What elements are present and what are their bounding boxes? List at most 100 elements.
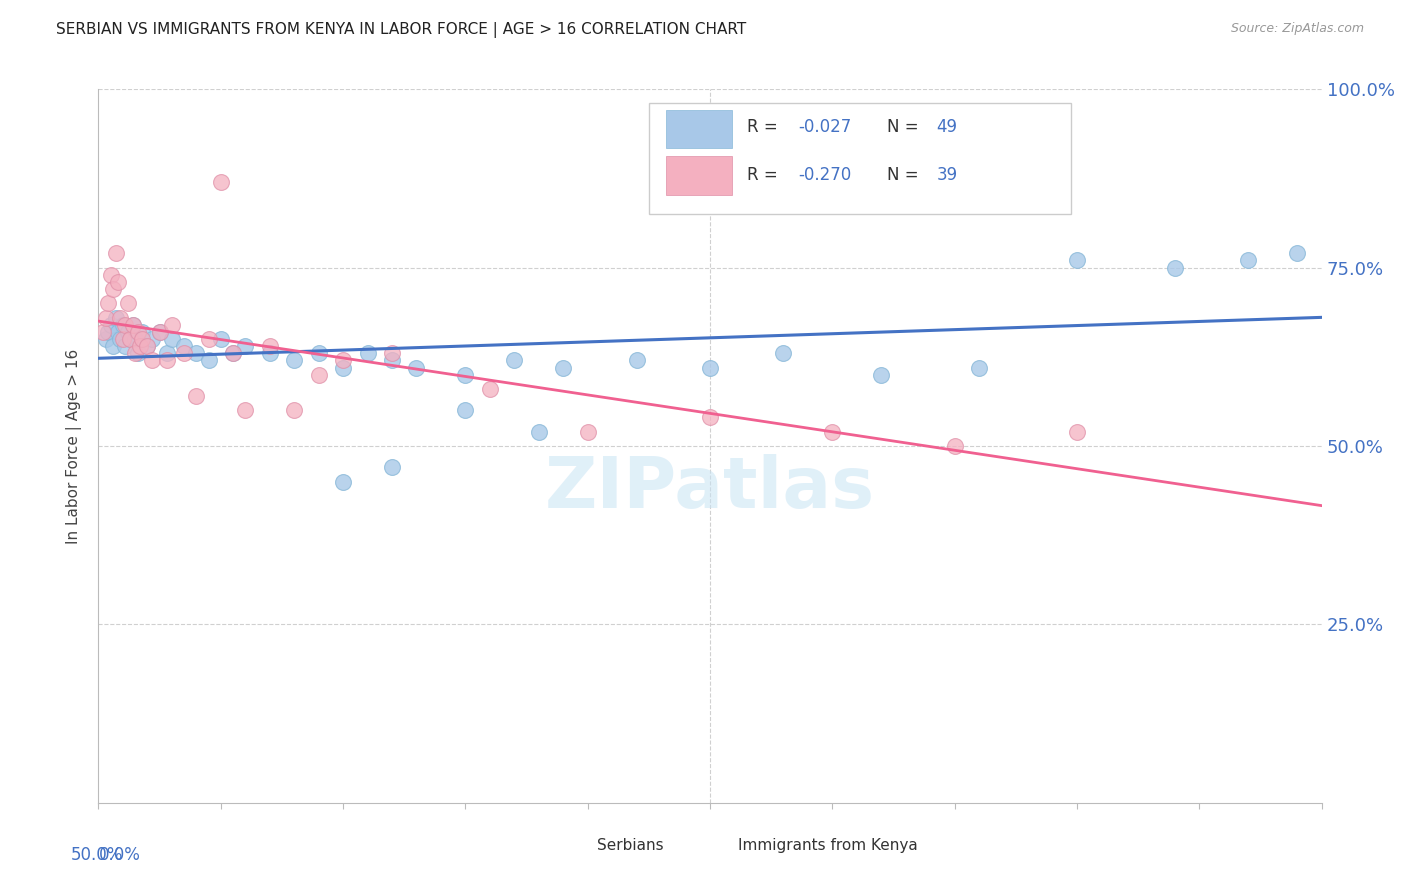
Point [186, 389, 208, 403]
Point [173, 339, 195, 353]
Point [107, 325, 129, 339]
Point [149, 325, 172, 339]
Point [107, 275, 129, 289]
Point [356, 346, 378, 360]
Point [283, 403, 305, 417]
Point [699, 360, 721, 375]
Point [131, 325, 153, 339]
Point [94, 332, 117, 346]
Point [197, 332, 219, 346]
Point [136, 339, 159, 353]
Text: R =: R = [747, 166, 783, 184]
Point [141, 332, 163, 346]
Point [1237, 253, 1260, 268]
Text: 49: 49 [936, 118, 957, 136]
Point [259, 346, 281, 360]
Point [332, 360, 354, 375]
Point [117, 325, 139, 339]
Point [1164, 260, 1187, 275]
Point [111, 318, 134, 332]
Point [332, 475, 354, 489]
Point [120, 332, 142, 346]
Text: Source: ZipAtlas.com: Source: ZipAtlas.com [1230, 22, 1364, 36]
Point [136, 339, 159, 353]
Point [100, 268, 122, 282]
Point [129, 339, 152, 353]
Point [332, 353, 354, 368]
Point [127, 325, 149, 339]
Point [97, 296, 120, 310]
Point [101, 339, 124, 353]
FancyBboxPatch shape [650, 103, 1071, 214]
Point [104, 310, 127, 325]
Point [308, 346, 330, 360]
Text: -0.270: -0.270 [799, 166, 852, 184]
Point [1066, 425, 1088, 439]
Point [1066, 253, 1088, 268]
Point [308, 368, 330, 382]
Point [131, 332, 153, 346]
Point [121, 318, 143, 332]
Y-axis label: In Labor Force | Age > 16: In Labor Force | Age > 16 [66, 349, 83, 543]
Point [454, 368, 477, 382]
Point [127, 346, 149, 360]
FancyBboxPatch shape [561, 833, 592, 858]
Point [156, 353, 179, 368]
Point [772, 346, 794, 360]
Point [100, 318, 122, 332]
Point [576, 425, 599, 439]
Point [503, 353, 526, 368]
Text: N =: N = [887, 118, 924, 136]
Point [104, 246, 127, 260]
Point [259, 339, 281, 353]
Text: N =: N = [887, 166, 924, 184]
Point [124, 332, 146, 346]
Point [91, 325, 114, 339]
Point [121, 318, 143, 332]
Text: ZIPatlas: ZIPatlas [546, 454, 875, 524]
Text: Serbians: Serbians [598, 838, 664, 853]
Point [478, 382, 501, 396]
Point [381, 346, 404, 360]
Point [160, 332, 183, 346]
Point [222, 346, 245, 360]
Point [160, 318, 183, 332]
Point [553, 360, 575, 375]
Point [454, 403, 477, 417]
Point [405, 360, 427, 375]
Point [209, 332, 232, 346]
FancyBboxPatch shape [666, 110, 733, 148]
Text: R =: R = [747, 118, 783, 136]
Point [124, 346, 146, 360]
Point [233, 403, 256, 417]
Point [149, 325, 172, 339]
Point [283, 353, 305, 368]
Point [114, 339, 136, 353]
Point [120, 332, 142, 346]
Point [233, 339, 256, 353]
Point [101, 282, 124, 296]
Point [870, 368, 893, 382]
Point [110, 332, 132, 346]
Point [527, 425, 550, 439]
Text: SERBIAN VS IMMIGRANTS FROM KENYA IN LABOR FORCE | AGE > 16 CORRELATION CHART: SERBIAN VS IMMIGRANTS FROM KENYA IN LABO… [56, 22, 747, 38]
Point [381, 460, 404, 475]
Text: 39: 39 [936, 166, 957, 184]
Point [141, 353, 163, 368]
Point [197, 353, 219, 368]
Point [222, 346, 245, 360]
Point [97, 325, 120, 339]
Point [209, 175, 232, 189]
Text: 50.0%: 50.0% [70, 846, 122, 863]
Point [943, 439, 966, 453]
Point [967, 360, 990, 375]
Point [114, 318, 136, 332]
Point [821, 425, 844, 439]
Point [117, 296, 139, 310]
Text: 0.0%: 0.0% [98, 846, 141, 863]
Point [699, 410, 721, 425]
Point [626, 353, 648, 368]
Point [156, 346, 179, 360]
Point [94, 310, 117, 325]
Text: -0.027: -0.027 [799, 118, 852, 136]
